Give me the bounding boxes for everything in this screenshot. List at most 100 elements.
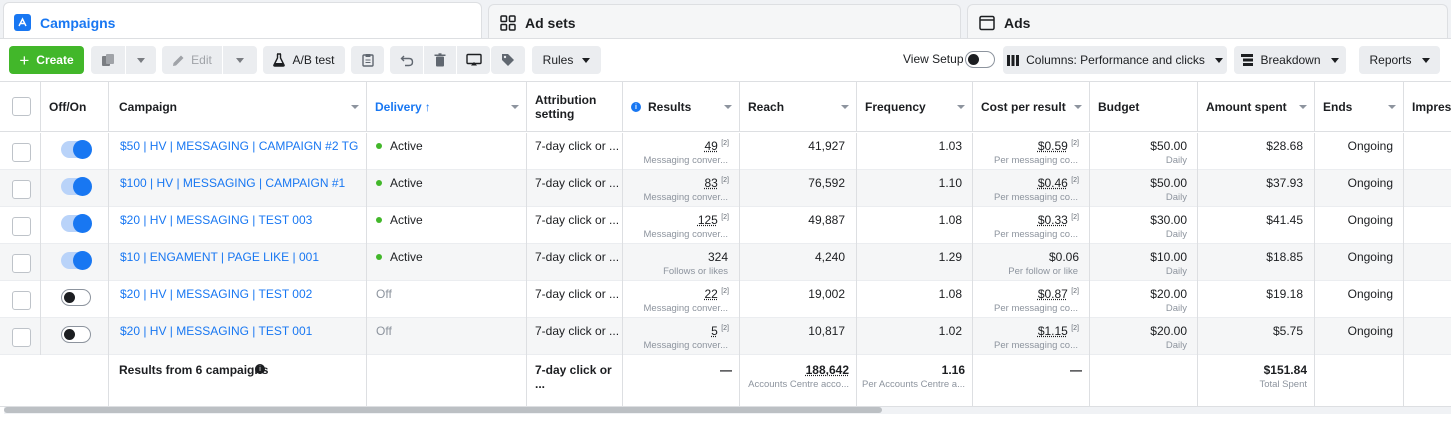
- create-button[interactable]: + Create: [9, 46, 84, 74]
- tab-ad-sets[interactable]: Ad sets: [488, 4, 961, 40]
- breakdown-button[interactable]: Breakdown: [1234, 46, 1346, 74]
- cost-cell: $0.87 [2] Per messaging co...: [973, 281, 1090, 318]
- frequency-cell: 1.08: [857, 281, 973, 318]
- campaign-name-link[interactable]: $100 | HV | MESSAGING | CAMPAIGN #1: [120, 176, 346, 190]
- row-checkbox[interactable]: [12, 143, 31, 162]
- row-checkbox[interactable]: [12, 328, 31, 347]
- cost-value[interactable]: $1.15 [2]: [1038, 324, 1079, 338]
- header-budget[interactable]: Budget: [1090, 82, 1198, 132]
- header-off-on[interactable]: Off/On: [41, 82, 109, 132]
- header-attribution[interactable]: Attribution setting: [527, 82, 623, 132]
- duplicate-button[interactable]: [91, 46, 125, 74]
- toggle-knob: [73, 177, 92, 196]
- delete-button[interactable]: [424, 46, 456, 74]
- chevron-down-icon: [1421, 57, 1430, 63]
- campaign-name-link[interactable]: $10 | ENGAMENT | PAGE LIKE | 001: [120, 250, 319, 264]
- row-checkbox[interactable]: [12, 254, 31, 273]
- table-row[interactable]: $10 | ENGAMENT | PAGE LIKE | 001 Active 7-…: [0, 244, 1451, 281]
- campaign-name-link[interactable]: $20 | HV | MESSAGING | TEST 002: [120, 287, 313, 301]
- campaign-toggle[interactable]: [61, 214, 92, 233]
- campaign-name-link[interactable]: $50 | HV | MESSAGING | CAMPAIGN #2 TG: [120, 139, 359, 153]
- tag-button[interactable]: [491, 46, 525, 74]
- budget-period: Daily: [1165, 155, 1187, 166]
- totals-cost: —: [973, 355, 1090, 406]
- header-label: Budget: [1098, 100, 1140, 114]
- results-cell: 324 Follows or likes: [623, 244, 740, 281]
- columns-button[interactable]: Columns: Performance and clicks: [1003, 46, 1227, 74]
- header-cost-per-result[interactable]: Cost per result: [973, 82, 1090, 132]
- footnote-marker: [2]: [1071, 325, 1079, 332]
- toggle-knob: [73, 214, 92, 233]
- edit-button[interactable]: Edit: [162, 46, 222, 74]
- cost-value[interactable]: $0.87 [2]: [1038, 287, 1079, 301]
- header-results[interactable]: i Results: [623, 82, 740, 132]
- ab-test-button[interactable]: A/B test: [263, 46, 345, 74]
- reach-cell: 41,927: [740, 133, 857, 170]
- campaign-toggle[interactable]: [61, 177, 92, 196]
- reach-cell: 49,887: [740, 207, 857, 244]
- header-amount-spent[interactable]: Amount spent: [1198, 82, 1315, 132]
- info-icon[interactable]: i: [631, 102, 641, 112]
- budget-value: $20.00: [1150, 324, 1187, 338]
- header-reach[interactable]: Reach: [740, 82, 857, 132]
- edit-dropdown-button[interactable]: [223, 46, 257, 74]
- table-row[interactable]: $20 | HV | MESSAGING | TEST 002 Off 7-day …: [0, 281, 1451, 318]
- campaign-toggle[interactable]: [61, 326, 91, 343]
- duplicate-dropdown-button[interactable]: [126, 46, 156, 74]
- footnote-marker: [2]: [721, 140, 729, 147]
- table-row[interactable]: $50 | HV | MESSAGING | CAMPAIGN #2 TG Act…: [0, 133, 1451, 170]
- results-value[interactable]: 49 [2]: [705, 139, 730, 153]
- clipboard-button[interactable]: [351, 46, 384, 74]
- header-ends[interactable]: Ends: [1315, 82, 1404, 132]
- row-checkbox[interactable]: [12, 180, 31, 199]
- campaign-name-link[interactable]: $20 | HV | MESSAGING | TEST 001: [120, 324, 313, 338]
- results-value[interactable]: 83 [2]: [705, 176, 730, 190]
- results-value[interactable]: 324: [708, 250, 728, 264]
- reach-value: 10,817: [808, 324, 845, 338]
- cost-type: Per messaging co...: [994, 155, 1078, 166]
- campaign-cell: $50 | HV | MESSAGING | CAMPAIGN #2 TG: [109, 133, 367, 170]
- cost-value[interactable]: $0.59 [2]: [1038, 139, 1079, 153]
- reach-cell: 76,592: [740, 170, 857, 207]
- preview-button[interactable]: [457, 46, 490, 74]
- header-delivery[interactable]: Delivery ↑: [367, 82, 527, 132]
- ad-sets-icon: [499, 14, 516, 31]
- campaign-name-link[interactable]: $20 | HV | MESSAGING | TEST 003: [120, 213, 313, 227]
- spent-value: $19.18: [1266, 287, 1303, 301]
- table-row[interactable]: $100 | HV | MESSAGING | CAMPAIGN #1 Activ…: [0, 170, 1451, 207]
- row-checkbox[interactable]: [12, 217, 31, 236]
- cost-cell: $0.46 [2] Per messaging co...: [973, 170, 1090, 207]
- campaign-toggle[interactable]: [61, 140, 92, 159]
- row-checkbox[interactable]: [12, 291, 31, 310]
- horizontal-scrollbar-thumb[interactable]: [4, 407, 882, 413]
- cost-cell: $0.06 Per follow or like: [973, 244, 1090, 281]
- header-campaign[interactable]: Campaign: [109, 82, 367, 132]
- header-frequency[interactable]: Frequency: [857, 82, 973, 132]
- results-value[interactable]: 5 [2]: [711, 324, 729, 338]
- rules-button[interactable]: Rules: [532, 46, 601, 74]
- status-dot: [376, 179, 382, 186]
- undo-button[interactable]: [390, 46, 423, 74]
- delivery-cell: Off: [367, 318, 527, 355]
- reports-button[interactable]: Reports: [1359, 46, 1440, 74]
- ends-cell: Ongoing: [1315, 318, 1404, 355]
- tab-ads[interactable]: Ads: [967, 4, 1448, 40]
- cost-value[interactable]: $0.46 [2]: [1038, 176, 1079, 190]
- results-value[interactable]: 22 [2]: [705, 287, 730, 301]
- budget-cell: $10.00 Daily: [1090, 244, 1198, 281]
- attribution-text: 7-day click or ...: [535, 324, 620, 338]
- header-impressions[interactable]: Impres: [1404, 82, 1451, 132]
- tab-campaigns[interactable]: Campaigns: [3, 2, 482, 42]
- cost-value[interactable]: $0.06: [1049, 250, 1079, 264]
- campaign-toggle[interactable]: [61, 251, 92, 270]
- table-row[interactable]: $20 | HV | MESSAGING | TEST 001 Off 7-day …: [0, 318, 1451, 355]
- cost-value[interactable]: $0.33 [2]: [1038, 213, 1079, 227]
- view-setup-toggle[interactable]: [965, 51, 995, 68]
- campaign-toggle[interactable]: [61, 289, 91, 306]
- info-icon[interactable]: i: [255, 364, 265, 374]
- select-all-checkbox[interactable]: [12, 97, 31, 116]
- totals-reach-sub: Accounts Centre acco...: [748, 379, 849, 390]
- toggle-cell: [41, 170, 109, 207]
- results-value[interactable]: 125 [2]: [698, 213, 729, 227]
- table-row[interactable]: $20 | HV | MESSAGING | TEST 003 Active 7-d…: [0, 207, 1451, 244]
